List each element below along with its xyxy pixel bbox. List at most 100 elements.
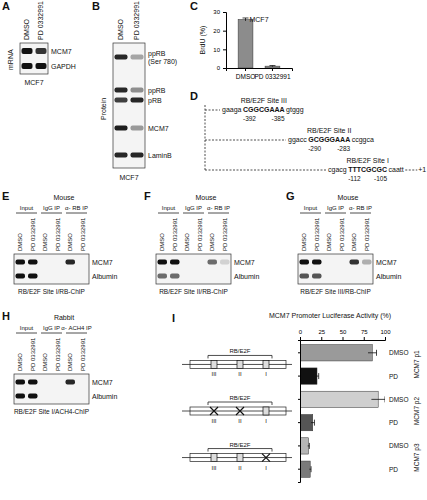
lane-label: DMSO	[351, 233, 357, 251]
region-label: RB/E2F	[229, 348, 250, 354]
bracket	[208, 449, 209, 452]
lane-label: DMSO	[301, 233, 307, 251]
promoter-box	[190, 407, 286, 415]
group-rule	[41, 213, 62, 214]
tick-mark	[223, 31, 226, 32]
bracket	[208, 448, 272, 449]
x-axis: DMSOPD 0332991	[227, 68, 293, 80]
connector	[205, 105, 206, 170]
tick-mark	[364, 337, 365, 340]
tick-label: 0	[299, 329, 303, 335]
category-label: PD	[389, 466, 398, 473]
group-label: α- RB IP	[349, 205, 372, 211]
tick-label: 0	[217, 65, 221, 71]
tick-mark	[223, 68, 226, 69]
caption: RB/E2F Site I/ACH4-ChIP	[14, 408, 89, 415]
tick-mark	[298, 422, 300, 423]
error-bar	[243, 18, 249, 21]
site-box	[211, 360, 217, 368]
promoter-line	[182, 411, 292, 412]
cell-line: MCF7	[119, 174, 138, 181]
lane-label: DMSO	[184, 233, 190, 251]
lane-label: DMSO	[42, 233, 48, 251]
site-name: II	[238, 371, 242, 377]
site-box	[211, 454, 217, 462]
band	[312, 260, 322, 265]
group-label: α- RB IP	[207, 205, 230, 211]
bracket	[208, 355, 209, 358]
lane-label: PD 0332991	[314, 217, 320, 251]
tick-mark	[223, 12, 226, 13]
tick-label: PD 0332991	[254, 73, 291, 80]
chart-c: 0102030DMSOPD 0332991MCF7BrdU (%)	[199, 9, 293, 79]
lane-label: PD 0332991	[172, 217, 178, 251]
tick-mark	[223, 49, 226, 50]
site-name: I	[265, 371, 267, 377]
tick	[298, 469, 300, 470]
group-rule	[208, 213, 229, 214]
band-label: Albumin	[234, 273, 259, 280]
construct: RB/E2FIIIIII	[182, 395, 292, 424]
group-rule	[300, 213, 321, 214]
group-rule	[16, 213, 37, 214]
gel: DMSOPD 0332991MCM7GAPDH	[20, 1, 76, 74]
band	[131, 98, 144, 103]
lane-label: PD 0332991	[80, 337, 86, 371]
site-box	[237, 454, 243, 462]
tick-label: 75	[361, 329, 368, 335]
band-label: MCM7	[51, 48, 72, 55]
error-bar	[269, 66, 275, 67]
band	[28, 274, 38, 279]
band	[300, 260, 310, 265]
band	[131, 153, 144, 158]
category-label: DMSO	[389, 349, 409, 356]
band	[131, 88, 144, 93]
blot-frame	[156, 254, 231, 284]
cell-line: MCF7	[24, 79, 43, 86]
row-label: mRNA	[7, 49, 14, 70]
tick-label: DMSO	[236, 73, 256, 80]
panel-letter: E	[2, 190, 9, 202]
tick-mark	[385, 337, 386, 340]
band-label: LaminB	[148, 152, 172, 159]
band	[66, 260, 76, 265]
mutation	[236, 407, 244, 415]
band-label: pRB	[148, 97, 162, 105]
site-core: CGGCGAAA	[243, 106, 285, 113]
lane-label: DMSO	[17, 353, 23, 371]
bar	[300, 345, 372, 361]
tick: 100	[380, 329, 391, 340]
band-label: MCM7	[148, 125, 169, 132]
lane-label: PD 0332991	[133, 1, 140, 40]
lane-label: PD 0332991	[339, 217, 345, 251]
blot-frame	[113, 43, 145, 168]
bar	[300, 391, 378, 407]
band-label: ppRB	[148, 87, 166, 95]
tick: 20	[213, 28, 226, 34]
lane-label: PD 0332991	[222, 217, 228, 251]
category-label: PD	[389, 419, 398, 426]
promoter-box	[190, 454, 286, 462]
x-axis: 0 25 50 75 100	[299, 329, 391, 341]
band-label: MCM7	[234, 259, 255, 266]
group-rule	[158, 213, 179, 214]
tick	[298, 399, 300, 400]
chart-i: IMCM7 Promoter Luciferase Activity (%)02…	[172, 312, 421, 483]
group-label: Input	[162, 205, 176, 211]
band-label: MCM7	[92, 259, 113, 266]
bar	[300, 368, 317, 384]
group-label: IgG IP	[43, 325, 60, 331]
position: -283	[337, 145, 350, 152]
tick-label: 50	[340, 329, 347, 335]
lane-label: PD 0332991	[364, 217, 370, 251]
tick-mark	[298, 469, 300, 470]
band	[22, 48, 33, 54]
band	[131, 55, 144, 60]
bracket	[208, 355, 272, 356]
tick-label: 25	[318, 329, 325, 335]
site-core: GCGGGAAA	[308, 136, 350, 143]
tick	[298, 445, 300, 446]
axis-title: BrdU (%)	[199, 26, 207, 55]
band	[158, 260, 168, 265]
blot-frame	[14, 254, 89, 284]
